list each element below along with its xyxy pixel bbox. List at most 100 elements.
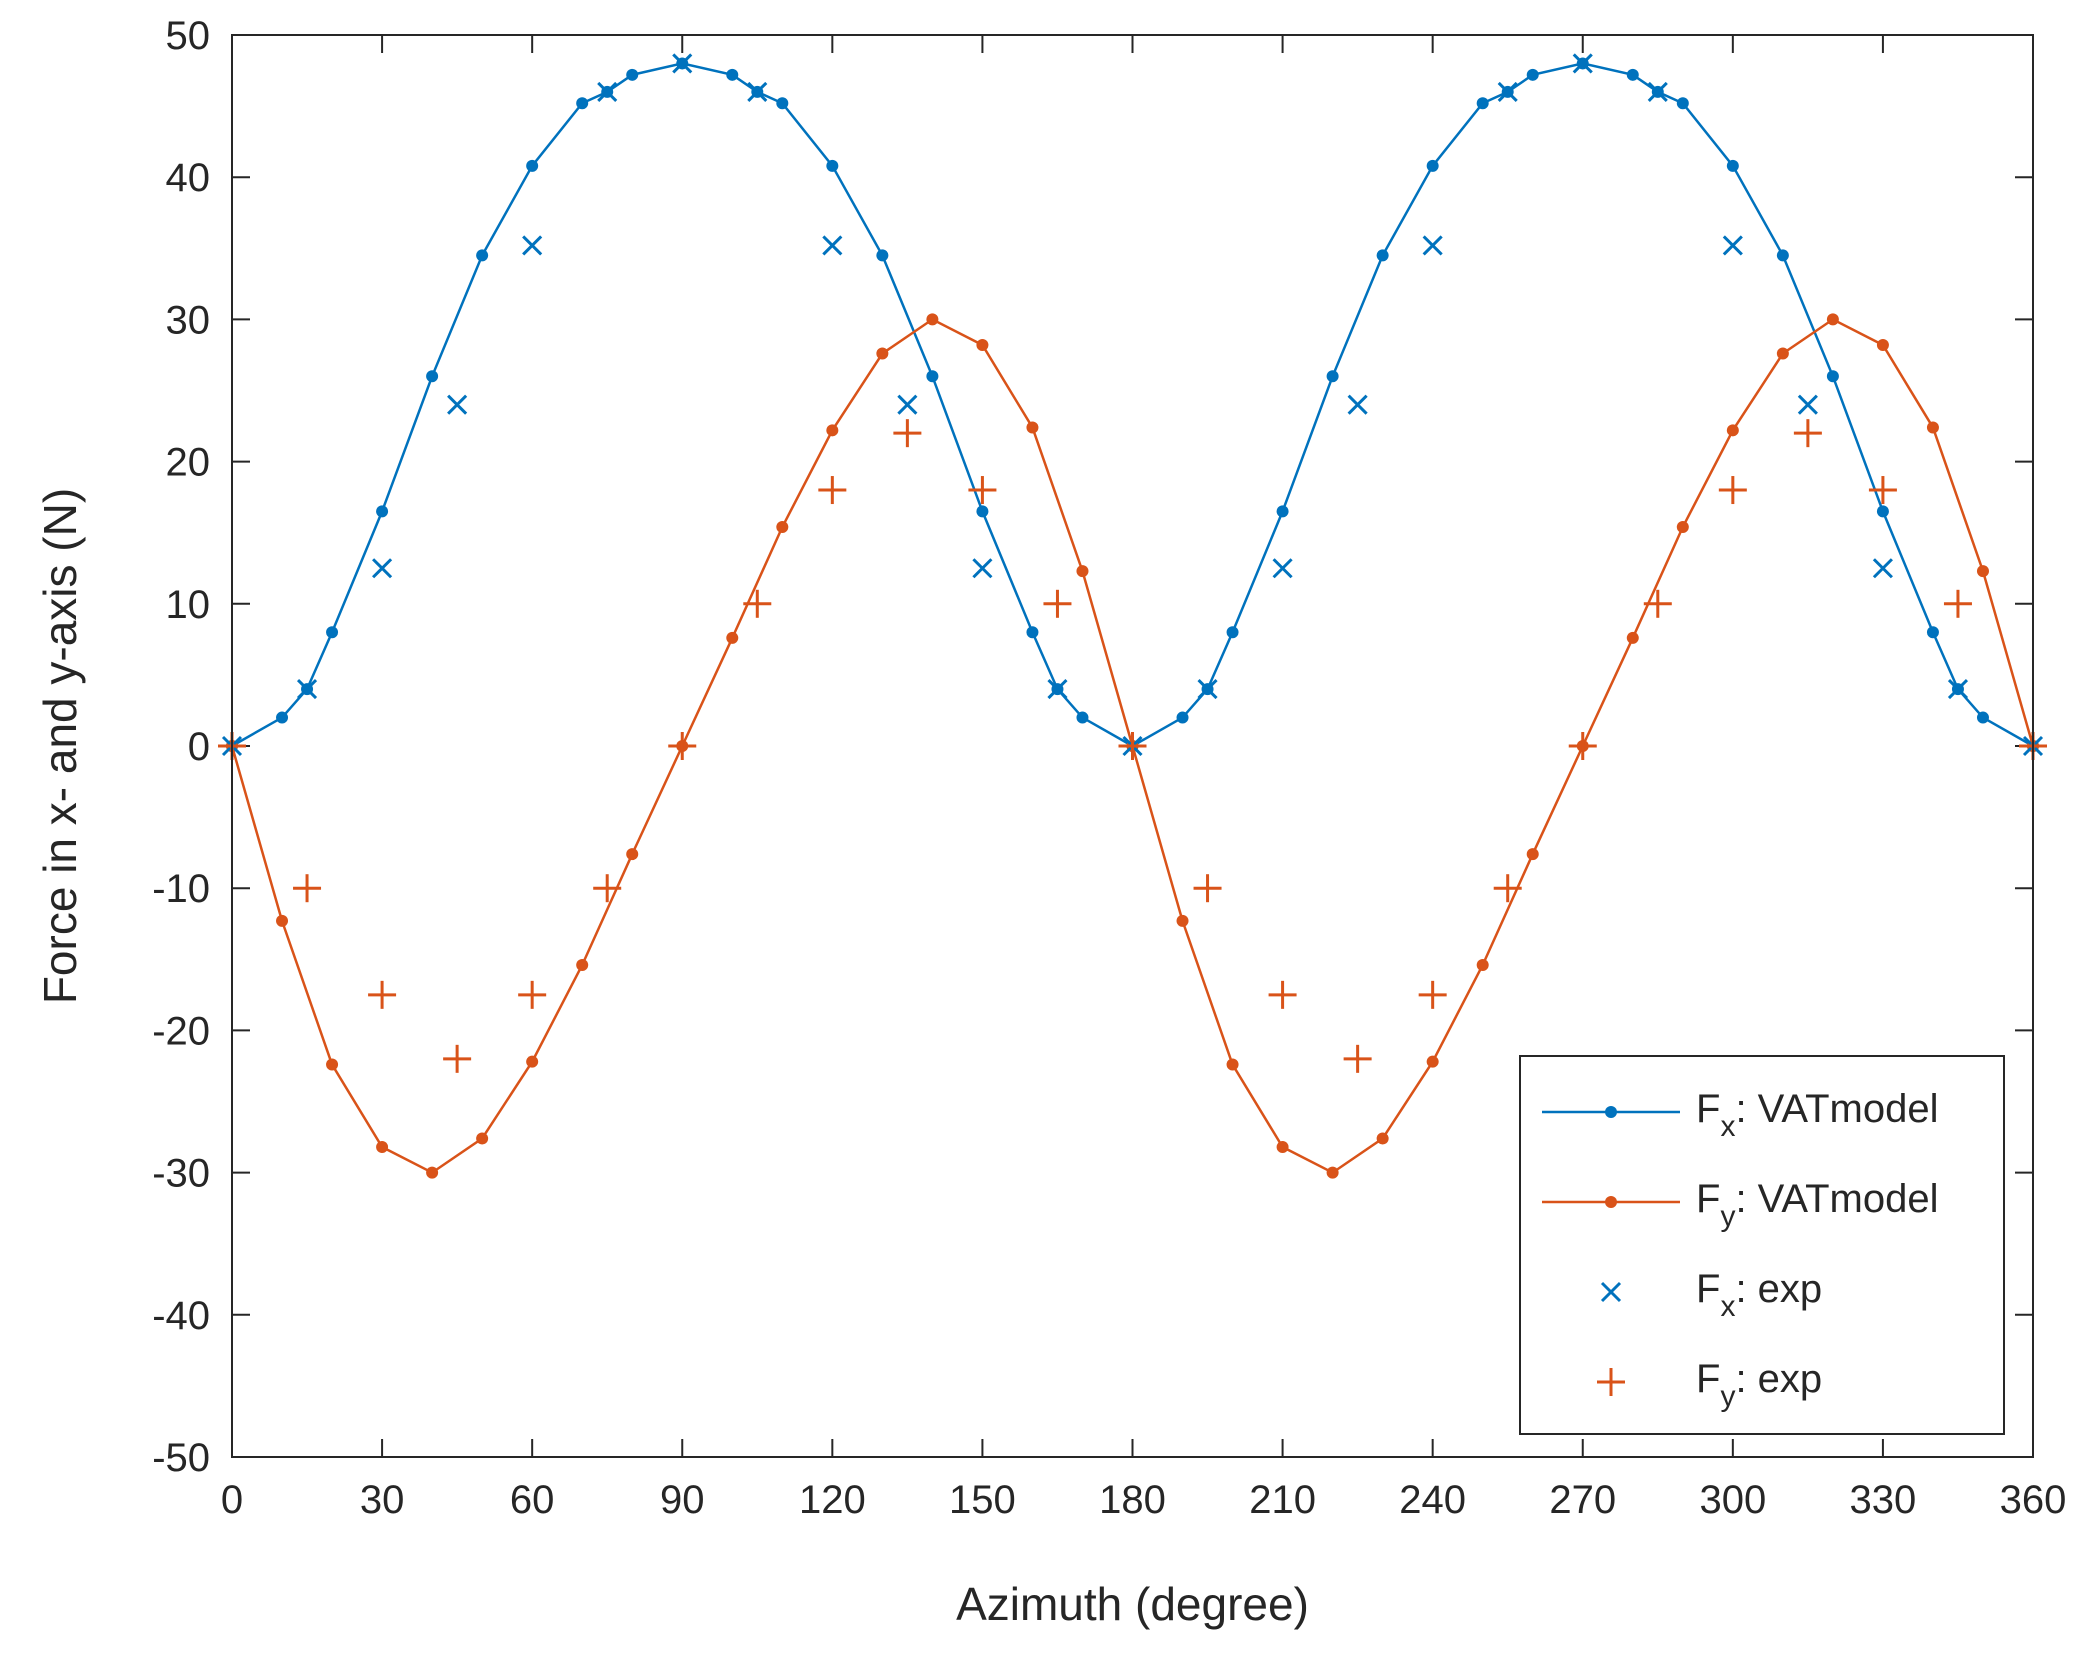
- data-point-cross-b: [1872, 558, 1893, 579]
- data-point-cross-b: [372, 558, 393, 579]
- data-point: [626, 848, 639, 861]
- y-tick-label: 0: [188, 725, 210, 769]
- x-tick-label: 150: [949, 1478, 1016, 1522]
- y-tick-label: 40: [166, 156, 211, 200]
- data-point: [1526, 68, 1539, 81]
- data-point-cross-b: [1422, 235, 1443, 256]
- y-tick-label: 50: [166, 14, 211, 58]
- data-point: [726, 631, 739, 644]
- data-point: [476, 249, 489, 262]
- data-point: [976, 505, 989, 518]
- legend-marker-cross-b: [1600, 1281, 1622, 1303]
- plot-frame: [231, 34, 2034, 1458]
- x-tick-label: 30: [360, 1478, 405, 1522]
- data-point-cross-b: [972, 558, 993, 579]
- data-point: [976, 338, 989, 351]
- data-point-cross-b: [1647, 81, 1668, 102]
- data-point: [326, 1058, 339, 1071]
- y-tick-label: -10: [152, 867, 210, 911]
- data-point: [926, 370, 939, 383]
- data-point-cross-b: [1497, 81, 1518, 102]
- data-point: [1476, 97, 1489, 110]
- x-axis-title: Azimuth (degree): [956, 1578, 1309, 1630]
- data-point: [376, 505, 389, 518]
- data-point: [276, 914, 289, 927]
- data-point: [1476, 958, 1489, 971]
- legend-label: Fy: VATmodel: [1696, 1177, 1938, 1233]
- data-point: [1226, 1058, 1239, 1071]
- data-point: [1376, 249, 1389, 262]
- x-tick-label: 300: [1699, 1478, 1766, 1522]
- data-point-cross-b: [296, 679, 318, 700]
- data-point: [1176, 914, 1189, 927]
- legend-label: Fy: exp: [1696, 1357, 1822, 1413]
- data-point: [1026, 626, 1039, 639]
- legend-box: [1519, 1055, 2005, 1435]
- legend-label: Fx: VATmodel: [1696, 1087, 1938, 1143]
- data-point: [1626, 68, 1639, 81]
- x-tick-label: 360: [2000, 1478, 2067, 1522]
- y-tick-label: -30: [152, 1152, 210, 1196]
- data-point: [1426, 159, 1439, 172]
- data-point: [1026, 421, 1039, 434]
- data-point: [1726, 424, 1739, 437]
- data-point-cross-b: [672, 53, 693, 74]
- x-tick-label: 90: [660, 1478, 705, 1522]
- x-tick-label: 60: [510, 1478, 555, 1522]
- data-point-cross-b: [1047, 679, 1068, 700]
- data-point: [1776, 347, 1789, 360]
- data-point: [1826, 370, 1839, 383]
- data-point: [1676, 521, 1689, 534]
- data-point: [1326, 1166, 1339, 1179]
- data-point: [526, 1055, 539, 1068]
- data-point: [1426, 1055, 1439, 1068]
- data-point: [1826, 313, 1839, 326]
- x-tick-label: 330: [1850, 1478, 1917, 1522]
- x-tick-label: 180: [1099, 1478, 1166, 1522]
- data-point: [326, 626, 339, 639]
- data-point-cross-b: [1722, 235, 1743, 256]
- legend-label: Fx: exp: [1696, 1267, 1822, 1323]
- data-point-cross-b: [747, 81, 768, 102]
- x-tick-label: 210: [1249, 1478, 1316, 1522]
- legend-marker: [1605, 1106, 1617, 1118]
- data-point: [276, 711, 289, 724]
- data-point: [1926, 421, 1939, 434]
- data-point: [1376, 1132, 1389, 1145]
- x-tick-label: 0: [221, 1478, 243, 1522]
- data-point: [776, 521, 789, 534]
- data-point-cross-b: [1347, 394, 1368, 415]
- axis-ticks: 0 30 60 90 120 150 180 210 240 270 300 330 360-50-40…: [152, 14, 2066, 1522]
- y-tick-label: 10: [166, 583, 211, 627]
- data-point: [1076, 711, 1089, 724]
- data-point-cross-b: [597, 81, 618, 102]
- legend-marker: [1605, 1196, 1617, 1208]
- x-tick-label: 270: [1549, 1478, 1616, 1522]
- data-point-cross-b: [522, 235, 543, 256]
- data-point-cross-b: [1947, 679, 1969, 700]
- data-point: [426, 370, 439, 383]
- y-tick-label: 30: [166, 298, 211, 342]
- data-point-cross-b: [1572, 53, 1593, 74]
- data-point: [1876, 338, 1889, 351]
- data-point: [376, 1141, 389, 1154]
- data-point-cross-b: [822, 235, 843, 256]
- data-point: [826, 424, 839, 437]
- data-point-cross-b: [897, 394, 918, 415]
- y-tick-label: -20: [152, 1009, 210, 1053]
- data-point: [726, 68, 739, 81]
- data-point-cross-b: [1272, 558, 1293, 579]
- data-point: [876, 347, 889, 360]
- x-tick-label: 240: [1399, 1478, 1466, 1522]
- data-point-cross-b: [1797, 394, 1818, 415]
- data-point: [1276, 505, 1289, 518]
- data-point-cross-b: [1197, 679, 1218, 700]
- data-point: [1626, 631, 1639, 644]
- data-point: [626, 68, 639, 81]
- y-tick-label: -40: [152, 1294, 210, 1338]
- data-point: [1876, 505, 1889, 518]
- y-tick-label: 20: [166, 441, 211, 485]
- data-point: [1776, 249, 1789, 262]
- series-3: [221, 53, 2044, 757]
